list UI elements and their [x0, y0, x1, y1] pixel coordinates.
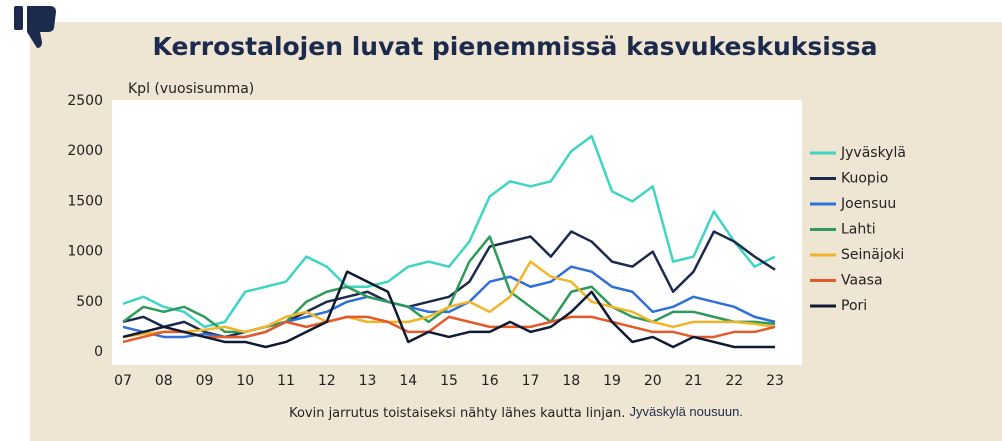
x-tick-label: 07 — [114, 373, 132, 389]
y-tick-label: 1000 — [67, 244, 103, 260]
x-tick-label: 15 — [440, 373, 458, 389]
x-tick-label: 11 — [277, 373, 295, 389]
legend-label: Vaasa — [841, 273, 883, 289]
x-tick-label: 10 — [236, 373, 254, 389]
x-tick-label: 12 — [318, 373, 336, 389]
y-tick-label: 2000 — [67, 143, 103, 159]
caption-text: Kovin jarrutus toistaiseksi nähty lähes … — [289, 406, 625, 421]
legend-label: Jyväskylä — [840, 145, 906, 161]
chart-title: Kerrostalojen luvat pienemmissä kasvukes… — [153, 32, 878, 61]
x-tick-label: 21 — [685, 373, 703, 389]
legend-label: Pori — [841, 298, 867, 314]
y-tick-label: 2500 — [67, 93, 103, 109]
x-tick-label: 18 — [562, 373, 580, 389]
thumbs-down-icon — [14, 6, 56, 48]
x-tick-label: 13 — [359, 373, 377, 389]
legend-label: Seinäjoki — [841, 247, 904, 263]
y-axis-label: Kpl (vuosisumma) — [128, 81, 254, 97]
x-tick-label: 17 — [522, 373, 540, 389]
legend-label: Joensuu — [840, 196, 896, 212]
x-tick-label: 19 — [603, 373, 621, 389]
x-tick-label: 08 — [155, 373, 173, 389]
series-line — [122, 260, 776, 339]
x-tick-label: 22 — [725, 373, 743, 389]
caption-highlight: Jyväskylä nousuun. — [629, 404, 742, 419]
series-line — [122, 315, 776, 344]
caption: Kovin jarrutus toistaiseksi nähty lähes … — [289, 404, 743, 420]
series-line — [122, 270, 775, 349]
y-tick-label: 500 — [76, 294, 103, 310]
y-tick-label: 1500 — [67, 193, 103, 209]
x-tick-label: 16 — [481, 373, 499, 389]
x-tick-label: 14 — [399, 373, 417, 389]
legend-label: Kuopio — [841, 171, 888, 187]
x-tick-label: 23 — [766, 373, 784, 389]
legend-label: Lahti — [841, 222, 876, 238]
series-line — [122, 230, 776, 339]
series-line — [122, 134, 776, 329]
x-tick-label: 09 — [196, 373, 214, 389]
y-tick-label: 0 — [94, 344, 103, 360]
x-tick-label: 20 — [644, 373, 662, 389]
